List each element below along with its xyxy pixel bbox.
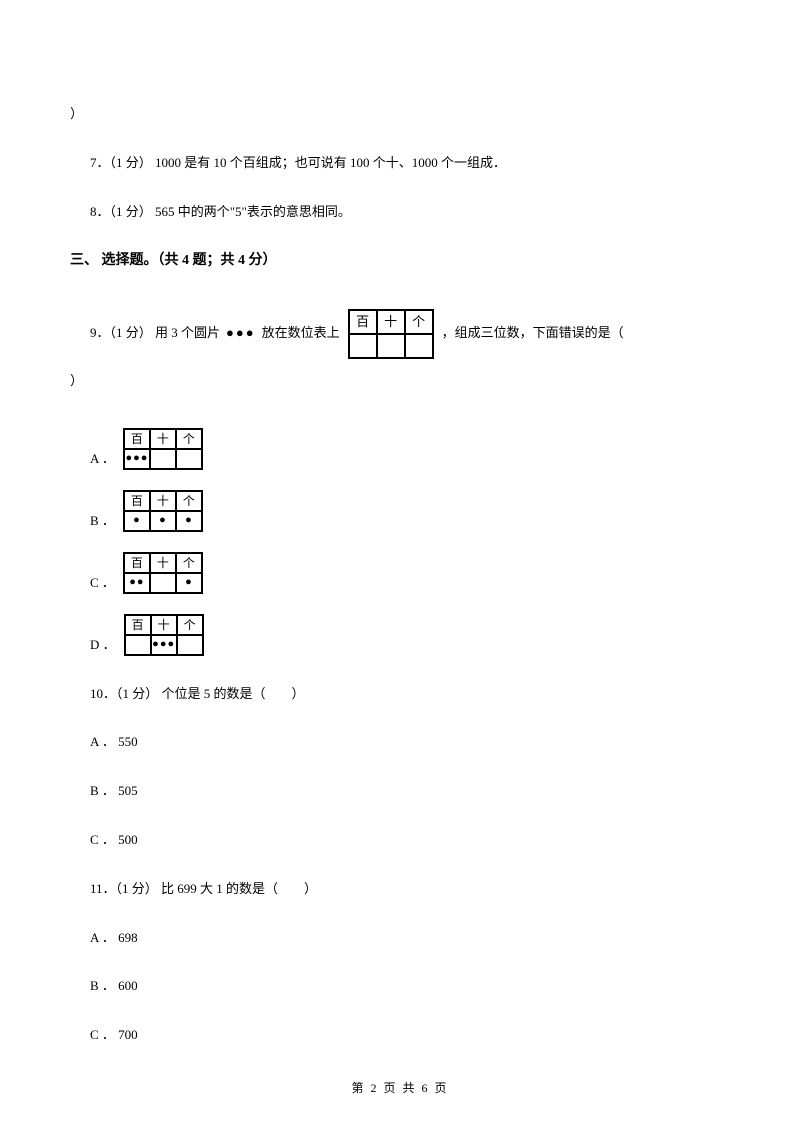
choice-b-label: B ．: [90, 511, 115, 532]
q9-post: ，组成三位数，下面错误的是（: [442, 323, 624, 344]
choice-d-label: D ．: [90, 635, 116, 656]
choice-c-label: C ．: [90, 573, 115, 594]
choice-d: D ． 百 十 个 ●●●: [90, 614, 730, 656]
q10-opt-c: C ． 500: [90, 830, 730, 851]
choice-c-table: 百 十 个 ●● ●: [123, 552, 203, 594]
q11-opt-a: A ． 698: [90, 928, 730, 949]
choice-b-table: 百 十 个 ● ● ●: [123, 490, 203, 532]
header-one: 个: [405, 310, 433, 334]
section-3-header: 三、 选择题。（共 4 题；共 4 分）: [70, 250, 730, 272]
q10-opt-a: A ． 550: [90, 732, 730, 753]
header-ten: 十: [377, 310, 405, 334]
choice-d-table: 百 十 个 ●●●: [124, 614, 204, 656]
question-7: 7．（1 分） 1000 是有 10 个百组成；也可说有 100 个十、1000…: [90, 153, 730, 174]
header-hundred: 百: [349, 310, 377, 334]
close-paren: ）: [70, 104, 730, 125]
three-dots-icon: ●●●: [226, 323, 256, 344]
place-value-table: 百 十 个: [348, 309, 434, 359]
question-11: 11．（1 分） 比 699 大 1 的数是（ ）: [90, 879, 730, 900]
page-footer: 第 2 页 共 6 页: [0, 1079, 800, 1098]
q9-close: ）: [70, 371, 730, 392]
choice-b: B ． 百 十 个 ● ● ●: [90, 490, 730, 532]
q11-opt-b: B ． 600: [90, 976, 730, 997]
choice-a-table: 百 十 个 ●●●: [123, 428, 203, 470]
q9-mid: 放在数位表上: [262, 323, 340, 344]
question-10: 10．（1 分） 个位是 5 的数是（ ）: [90, 684, 730, 705]
q9-pre: 9．（1 分） 用 3 个圆片: [90, 323, 220, 344]
q11-opt-c: C ． 700: [90, 1025, 730, 1046]
choice-a-label: A ．: [90, 449, 115, 470]
question-9: 9．（1 分） 用 3 个圆片 ●●● 放在数位表上 百 十 个 ，组成三位数，…: [90, 309, 730, 359]
question-8: 8．（1 分） 565 中的两个"5"表示的意思相同。: [90, 202, 730, 223]
choice-c: C ． 百 十 个 ●● ●: [90, 552, 730, 594]
q10-opt-b: B ． 505: [90, 781, 730, 802]
choice-a: A ． 百 十 个 ●●●: [90, 428, 730, 470]
